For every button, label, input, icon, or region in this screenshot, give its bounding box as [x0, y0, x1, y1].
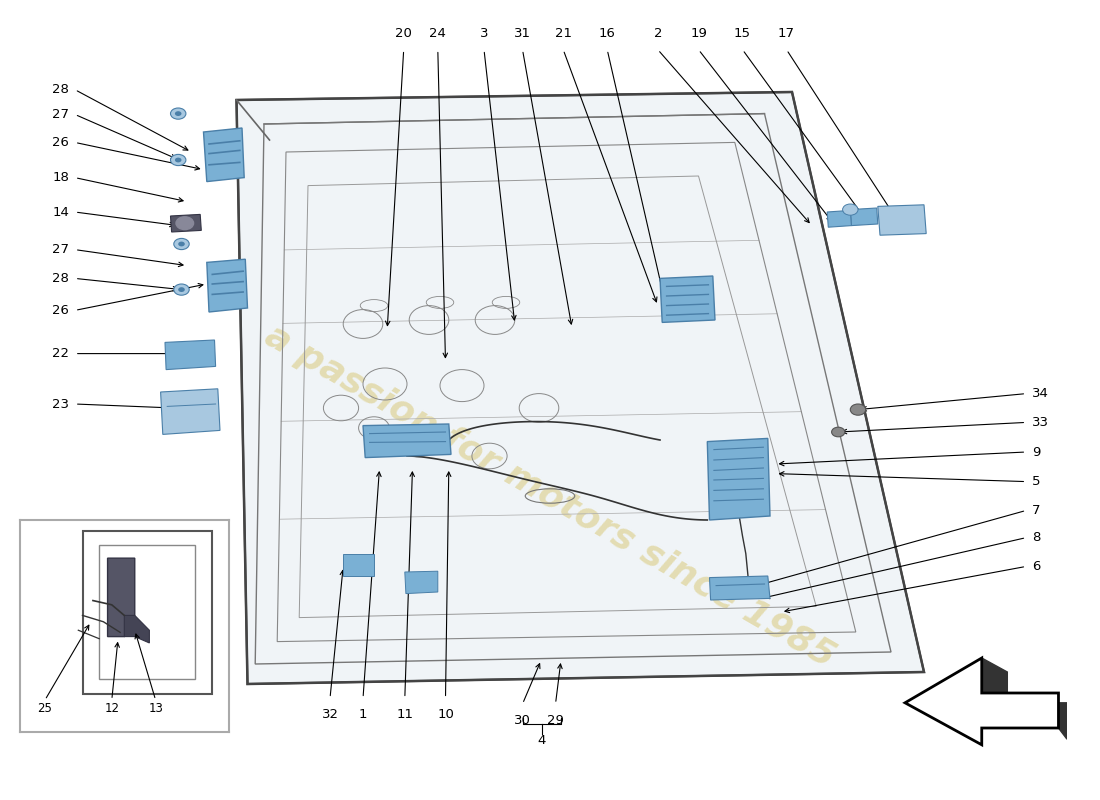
Text: 24: 24 [429, 27, 447, 40]
Text: 14: 14 [53, 206, 69, 218]
Polygon shape [170, 214, 201, 232]
Text: 10: 10 [437, 708, 454, 721]
Polygon shape [207, 259, 248, 312]
Circle shape [843, 204, 858, 215]
Text: 26: 26 [53, 304, 69, 317]
Text: 29: 29 [547, 714, 564, 726]
Polygon shape [204, 128, 244, 182]
Circle shape [174, 238, 189, 250]
Circle shape [174, 284, 189, 295]
Polygon shape [363, 424, 451, 458]
Polygon shape [850, 208, 878, 226]
Text: 16: 16 [598, 27, 616, 40]
Text: 30: 30 [514, 714, 531, 726]
Polygon shape [878, 205, 926, 235]
Circle shape [170, 154, 186, 166]
Polygon shape [124, 615, 150, 643]
Text: 2: 2 [653, 27, 662, 40]
Circle shape [175, 158, 182, 162]
Text: 26: 26 [53, 136, 69, 149]
Text: 3: 3 [480, 27, 488, 40]
Polygon shape [405, 571, 438, 594]
Polygon shape [827, 210, 851, 227]
Polygon shape [707, 438, 770, 520]
Text: 13: 13 [148, 702, 163, 715]
Text: 25: 25 [37, 702, 53, 715]
Text: 9: 9 [1032, 446, 1041, 458]
Text: 28: 28 [53, 272, 69, 285]
Circle shape [832, 427, 845, 437]
Polygon shape [108, 558, 134, 637]
Circle shape [178, 242, 185, 246]
Text: 27: 27 [53, 108, 69, 121]
Text: 28: 28 [53, 83, 69, 96]
Text: 18: 18 [53, 171, 69, 184]
Text: 6: 6 [1032, 560, 1041, 573]
Text: 27: 27 [53, 243, 69, 256]
Polygon shape [905, 658, 1058, 745]
Text: 11: 11 [396, 708, 414, 721]
Text: 7: 7 [1032, 504, 1041, 517]
Polygon shape [660, 276, 715, 322]
Polygon shape [343, 554, 374, 576]
Circle shape [850, 404, 866, 415]
Text: 19: 19 [690, 27, 707, 40]
Polygon shape [161, 389, 220, 434]
Text: 20: 20 [395, 27, 412, 40]
Text: 32: 32 [321, 708, 339, 721]
Text: 31: 31 [514, 27, 531, 40]
Text: a passion for motors since 1985: a passion for motors since 1985 [260, 318, 840, 674]
Text: 15: 15 [734, 27, 751, 40]
Polygon shape [236, 92, 924, 684]
Text: 33: 33 [1032, 416, 1048, 429]
Text: 34: 34 [1032, 387, 1048, 400]
Polygon shape [981, 658, 1067, 739]
Circle shape [175, 111, 182, 116]
Circle shape [176, 217, 194, 230]
Circle shape [170, 108, 186, 119]
Text: 23: 23 [53, 398, 69, 410]
Text: 12: 12 [104, 702, 119, 715]
Text: 1: 1 [359, 708, 367, 721]
Polygon shape [710, 576, 770, 600]
Text: 22: 22 [53, 347, 69, 360]
Text: 21: 21 [554, 27, 572, 40]
Polygon shape [165, 340, 216, 370]
Text: 4: 4 [537, 734, 546, 747]
Text: 17: 17 [778, 27, 795, 40]
Text: 8: 8 [1032, 531, 1041, 544]
Text: 5: 5 [1032, 475, 1041, 488]
Circle shape [178, 287, 185, 292]
